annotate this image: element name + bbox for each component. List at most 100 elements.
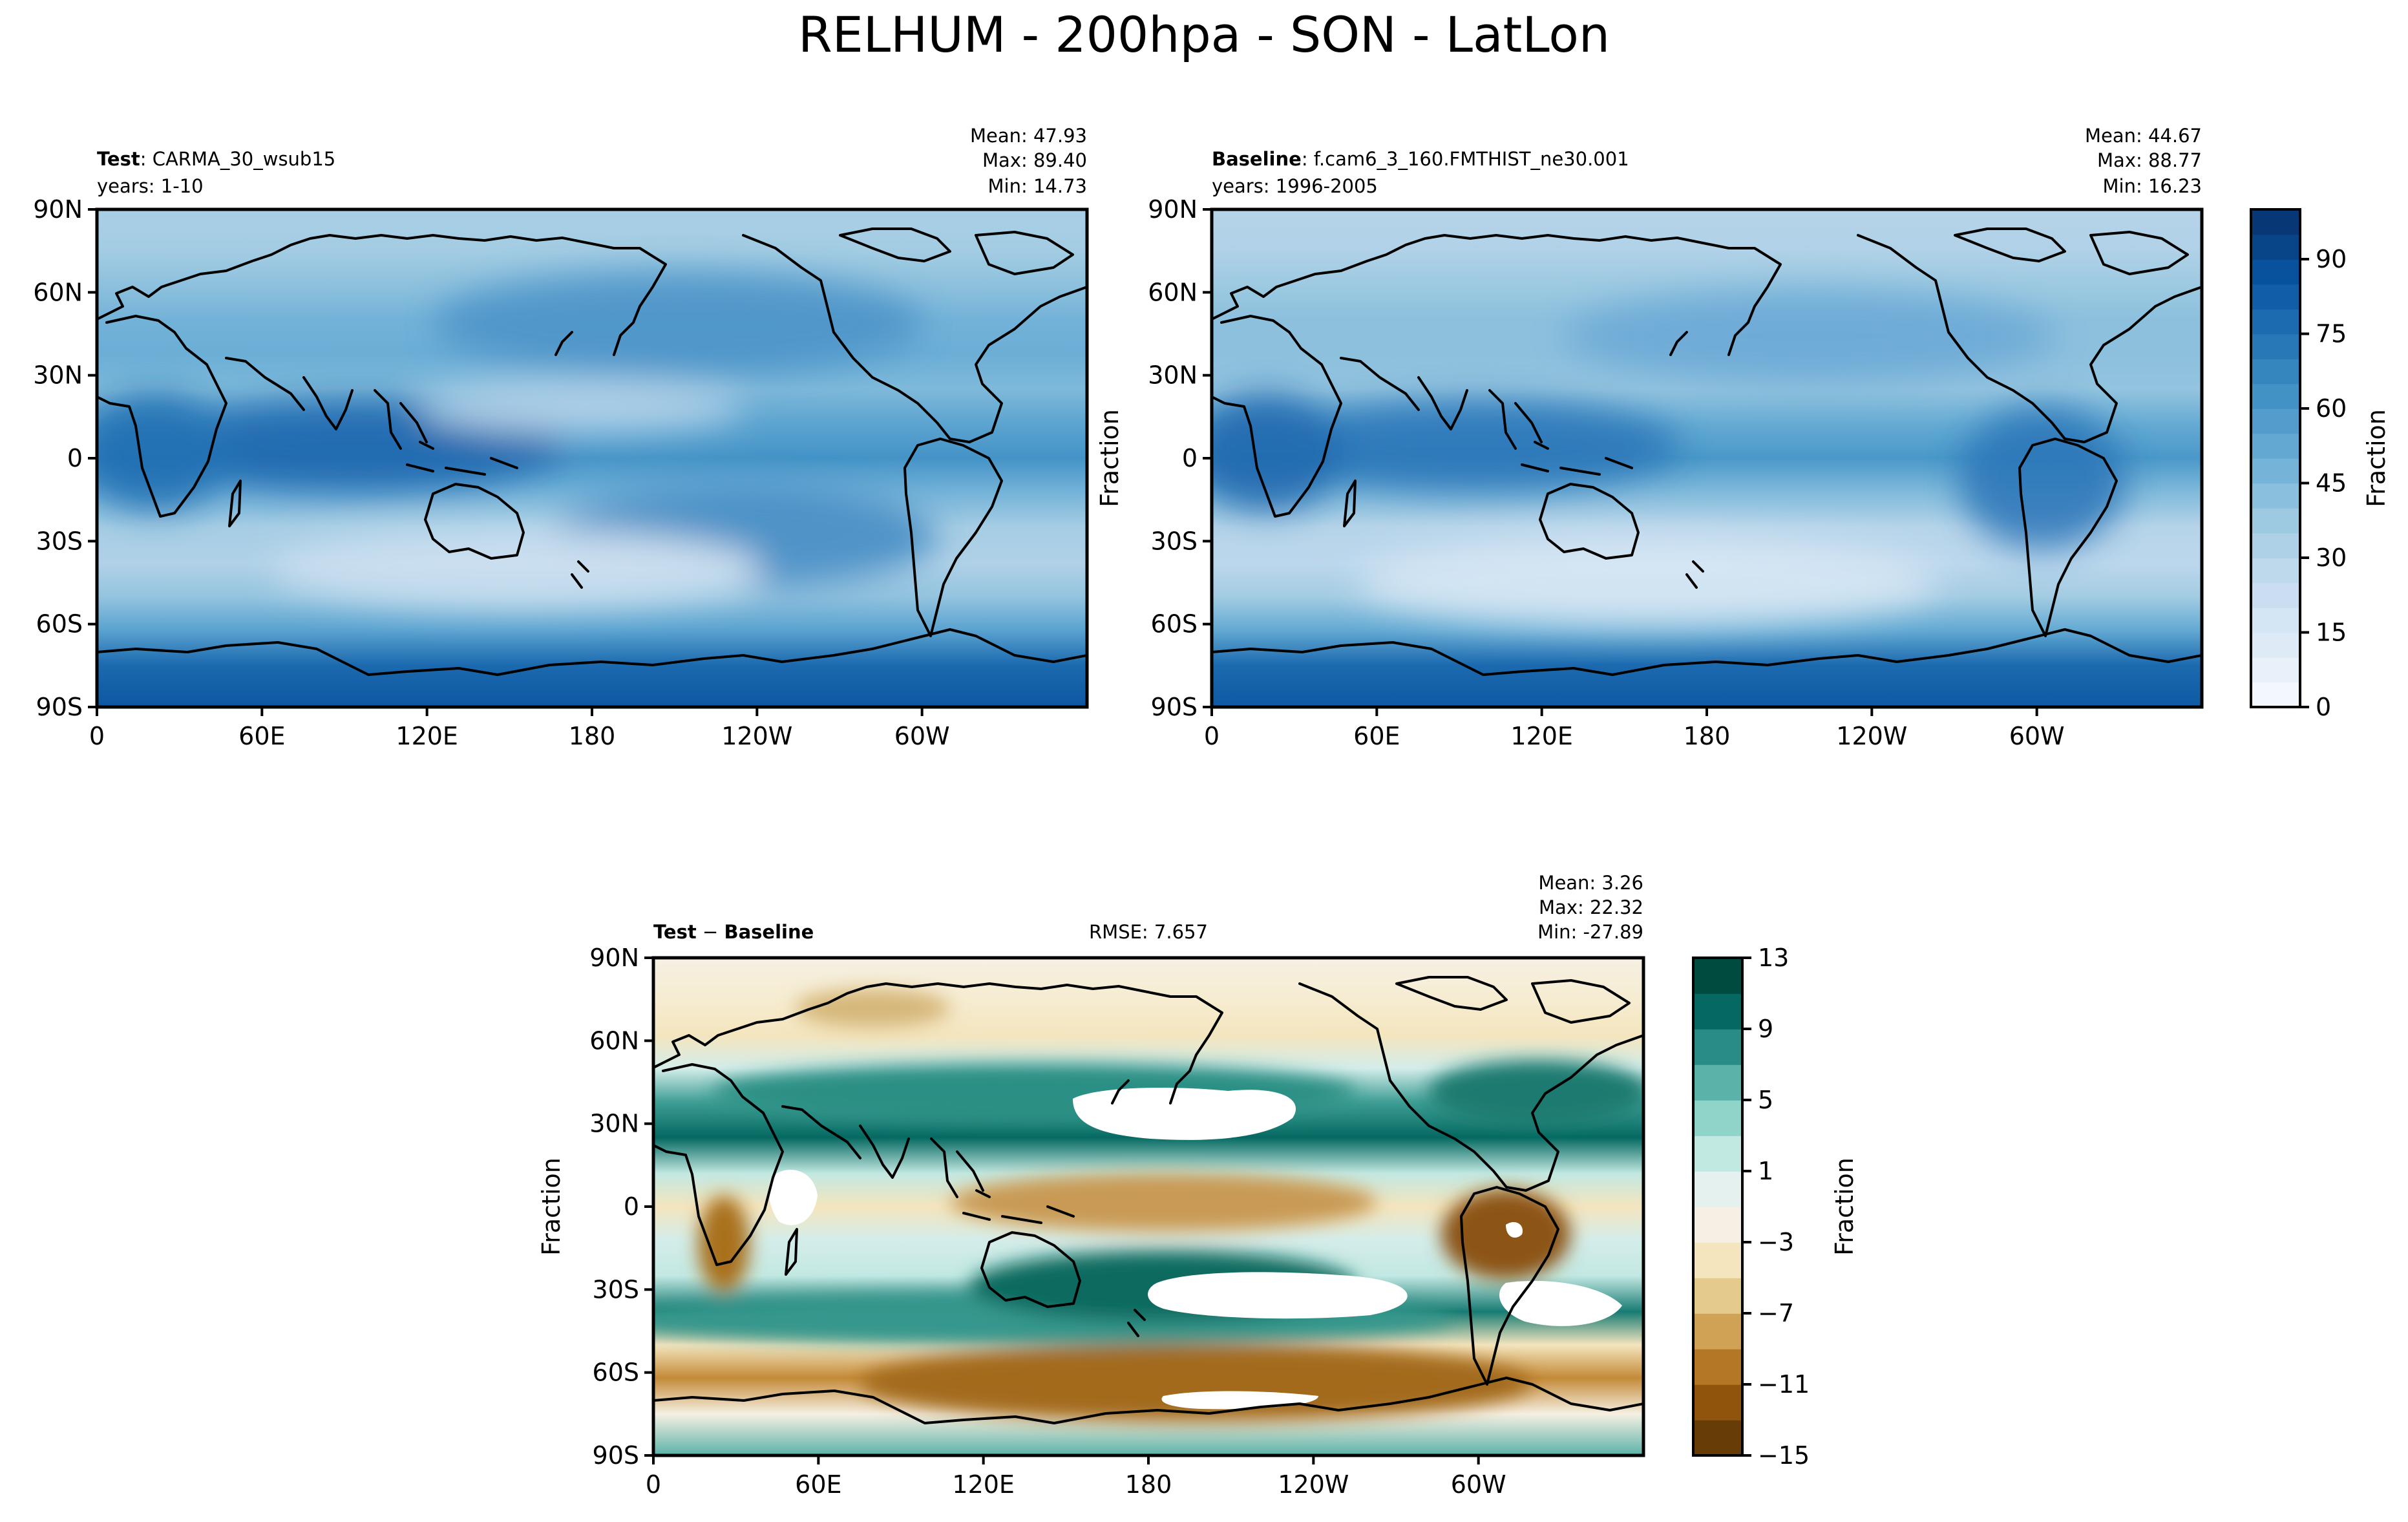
colorbar-tick-label: −15	[1758, 1441, 1810, 1470]
brbg-colorbar: 13 9 5 1 −3 −7 −11 −15	[1692, 944, 1810, 1470]
colorbar-segment	[1693, 1207, 1742, 1243]
test-blob-africa	[97, 394, 233, 511]
baseline-max: Max: 88.77	[2097, 149, 2202, 171]
baseline-min: Min: 16.23	[2103, 175, 2202, 197]
diff-blob-brown-amazon	[1441, 1189, 1570, 1280]
colorbar-segment	[2251, 234, 2300, 260]
colorbar-segment	[1693, 1136, 1742, 1172]
x-tick-label: 120E	[396, 722, 458, 750]
colorbar-segment	[1693, 1420, 1742, 1456]
colorbar-tick-label: 13	[1758, 944, 1789, 972]
y-tick-label: 60N	[1148, 278, 1198, 306]
test-label: Test: CARMA_30_wsub15	[97, 148, 335, 170]
y-tick-label: 30S	[1151, 527, 1198, 555]
test-blob-dry	[271, 530, 763, 608]
x-tick-label: 60W	[1451, 1470, 1506, 1499]
x-tick-label: 120W	[721, 722, 792, 750]
colorbar-tick-label: 60	[2316, 394, 2347, 423]
colorbar-segment	[2251, 333, 2300, 359]
y-tick-label: 30N	[1148, 361, 1198, 390]
colorbar-segment	[2251, 657, 2300, 683]
colorbar-tick-label: 1	[1758, 1157, 1773, 1185]
x-tick-label: 60E	[238, 722, 285, 750]
y-tick-label: 0	[1182, 444, 1198, 472]
colorbar-segment	[1693, 993, 1742, 1030]
x-tick-label: 120E	[952, 1470, 1015, 1499]
x-tick-label: 60E	[795, 1470, 841, 1499]
test-years: years: 1-10	[97, 175, 204, 197]
brbg-colorbar-label: Fraction	[1830, 1157, 1859, 1256]
test-mean: Mean: 47.93	[970, 125, 1087, 147]
colorbar-tick-label: 30	[2316, 544, 2347, 572]
x-tick-label: 0	[646, 1470, 661, 1499]
diff-white-amazon	[1506, 1221, 1523, 1238]
test-blob-dry2	[420, 381, 743, 433]
colorbar-segment	[2251, 209, 2300, 235]
x-tick-label: 120W	[1836, 722, 1907, 750]
baseline-blob-dry	[1357, 536, 1939, 627]
diff-white-africa	[768, 1170, 818, 1225]
x-tick-label: 120E	[1510, 722, 1573, 750]
colorbar-segment	[1693, 1242, 1742, 1278]
colorbar-segment	[2251, 284, 2300, 310]
colorbar-segment	[2251, 483, 2300, 509]
colorbar-tick-label: 45	[2316, 469, 2347, 498]
colorbar-segment	[2251, 408, 2300, 434]
y-tick-label: 30N	[589, 1110, 639, 1138]
baseline-label: Baseline: f.cam6_3_160.FMTHIST_ne30.001	[1212, 148, 1629, 170]
y-tick-label: 60N	[33, 278, 83, 306]
y-tick-label: 90S	[593, 1441, 639, 1470]
colorbar-segment	[2251, 309, 2300, 335]
y-tick-label: 60N	[589, 1026, 639, 1055]
colorbar-segment	[2251, 433, 2300, 459]
test-min: Min: 14.73	[988, 175, 1087, 197]
difference-label: Test − Baseline	[653, 921, 814, 943]
test-max: Max: 89.40	[982, 149, 1087, 171]
y-tick-label: 90N	[33, 195, 83, 224]
colorbar-tick-label: 75	[2316, 320, 2347, 348]
diff-white-south	[1148, 1272, 1408, 1319]
x-tick-label: 120W	[1278, 1470, 1349, 1499]
colorbar-frame	[1692, 957, 1744, 1457]
y-tick-label: 60S	[593, 1358, 639, 1387]
baseline-years: years: 1996-2005	[1212, 175, 1378, 197]
baseline-mean: Mean: 44.67	[2085, 125, 2202, 147]
colorbar-tick-label: −3	[1758, 1228, 1794, 1256]
y-tick-label: 0	[624, 1192, 639, 1221]
colorbar-segment	[2251, 632, 2300, 658]
diff-blob-brown-equator	[950, 1173, 1377, 1231]
colorbar-segment	[1693, 1384, 1742, 1421]
y-tick-label: 90N	[589, 944, 639, 972]
colorbar-segment	[2251, 458, 2300, 484]
y-tick-label: 30S	[593, 1275, 639, 1304]
y-tick-label: 90S	[36, 693, 83, 721]
x-tick-label: 60W	[894, 722, 950, 750]
baseline-blob-amazon	[1958, 407, 2126, 549]
baseline-ylabel: Fraction	[1095, 409, 1124, 507]
colorbar-segment	[2251, 582, 2300, 608]
x-tick-label: 180	[1125, 1470, 1172, 1499]
colorbar-segment	[1693, 1278, 1742, 1314]
baseline-blob-pacific	[1564, 291, 2055, 381]
difference-saturated-regions	[768, 1088, 1622, 1410]
baseline-blob-indian	[1267, 401, 1680, 491]
diff-blob-green-atl	[1428, 1060, 1643, 1125]
diff-blob-brown-arctic	[795, 989, 950, 1028]
difference-rmse: RMSE: 7.657	[1089, 921, 1208, 943]
blues-colorbar: 0 15 30 45 60 75 90	[2250, 208, 2347, 721]
y-tick-label: 90N	[1148, 195, 1198, 224]
colorbar-frame	[2250, 208, 2301, 708]
x-tick-label: 180	[569, 722, 616, 750]
difference-max: Max: 22.32	[1539, 896, 1643, 918]
colorbar-segment	[2251, 608, 2300, 633]
colorbar-tick-label: 9	[1758, 1015, 1773, 1043]
colorbar-tick-label: 0	[2316, 693, 2331, 721]
colorbar-segment	[1693, 1064, 1742, 1101]
colorbar-tick-label: 90	[2316, 245, 2347, 273]
baseline-axes: 0 60E 120E 180 120W 60W 90N 60N 30N 0 30S 60S 90S	[1148, 195, 2064, 750]
colorbar-tick-label: 5	[1758, 1086, 1773, 1114]
y-tick-label: 30N	[33, 361, 83, 390]
diff-blob-brown-africa	[698, 1196, 750, 1293]
diff-blob-brown-south	[860, 1344, 1532, 1422]
colorbar-tick-label: −11	[1758, 1370, 1810, 1399]
